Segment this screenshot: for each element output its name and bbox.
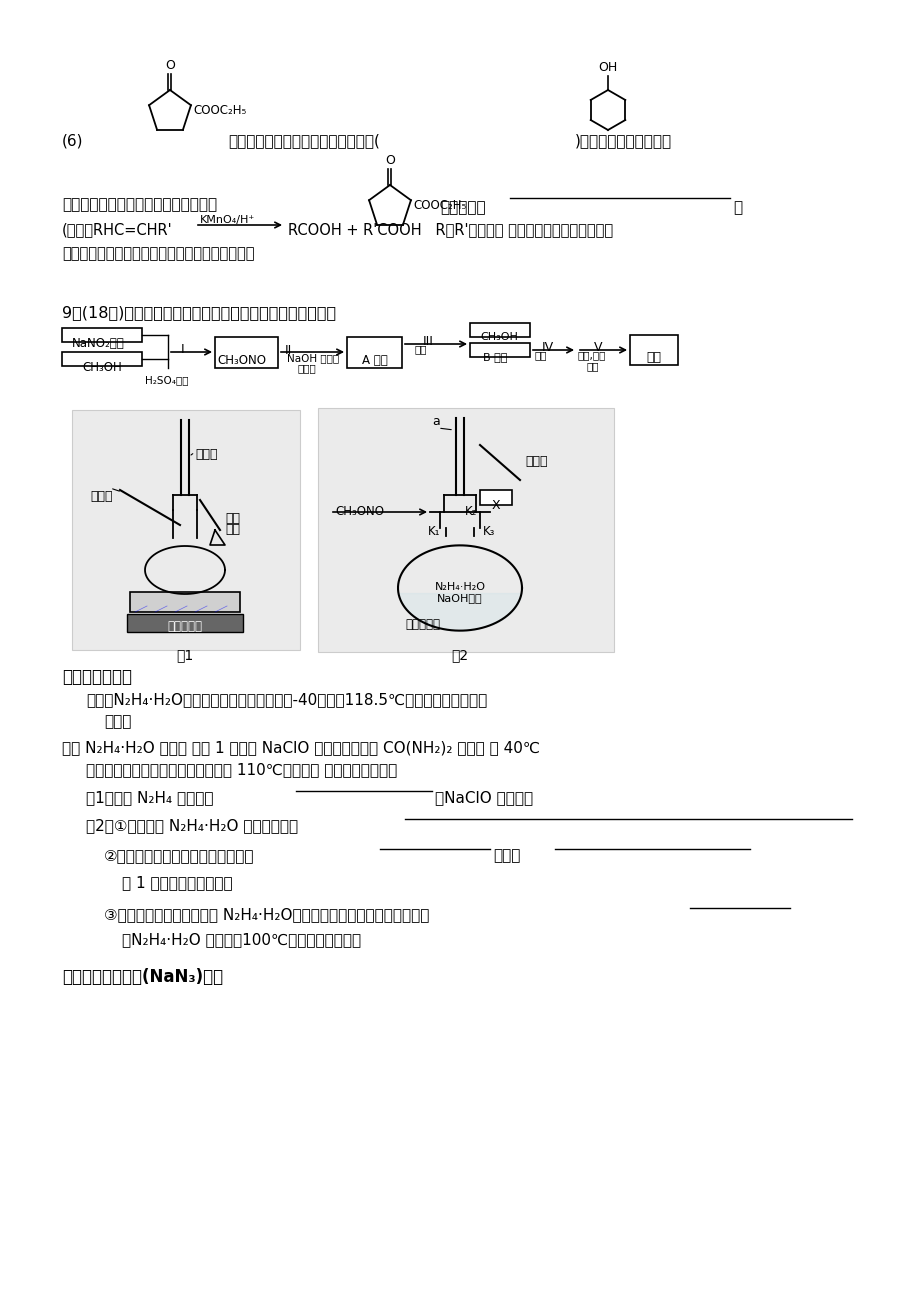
Text: 结晶: 结晶 <box>535 350 547 360</box>
Bar <box>72 410 300 650</box>
Text: K₃: K₃ <box>482 525 494 538</box>
Text: KMnO₄/H⁺: KMnO₄/H⁺ <box>199 214 255 225</box>
Text: 以下反应一段时间后，再迅速升温至 110℃继续反应 可以制得水合肼。: 以下反应一段时间后，再迅速升温至 110℃继续反应 可以制得水合肼。 <box>85 762 397 777</box>
Text: I: I <box>181 343 185 356</box>
Text: （1）写出 N₂H₄ 的结构式: （1）写出 N₂H₄ 的结构式 <box>85 790 213 805</box>
Text: 是一种重要的化工中间体，以环已醇(: 是一种重要的化工中间体，以环已醇( <box>228 133 380 148</box>
Text: NaOH 水合肼: NaOH 水合肼 <box>287 354 339 363</box>
Text: X: X <box>491 499 500 512</box>
Text: 冷凝管: 冷凝管 <box>195 448 217 461</box>
Text: ③从反应后的混合溶分离出 N₂H₄·H₂O，应该采用的分离方法最合理的是: ③从反应后的混合溶分离出 N₂H₄·H₂O，应该采用的分离方法最合理的是 <box>104 907 429 922</box>
Text: ②实验中通过滴液漏斗滴加的溶液是: ②实验中通过滴液漏斗滴加的溶液是 <box>104 848 255 863</box>
Text: 抽滤,洗涤: 抽滤,洗涤 <box>577 350 606 360</box>
Text: 碱性。: 碱性。 <box>104 714 131 729</box>
Text: NaOH溶液: NaOH溶液 <box>437 593 482 603</box>
Text: 蒸馏: 蒸馏 <box>414 344 427 354</box>
Text: 箭头表示转化关系，箭头上注明试剂和反应条件）: 箭头表示转化关系，箭头上注明试剂和反应条件） <box>62 246 255 261</box>
Text: A 溶液: A 溶液 <box>362 354 388 367</box>
Text: COOC₂H₅: COOC₂H₅ <box>413 199 466 212</box>
Text: ，NaClO 的电子式: ，NaClO 的电子式 <box>435 790 532 805</box>
Text: K₁: K₁ <box>427 525 440 538</box>
Text: N₂H₄·H₂O: N₂H₄·H₂O <box>434 582 485 592</box>
Text: O: O <box>165 58 175 72</box>
Text: CH₃OH: CH₃OH <box>480 332 517 342</box>
Text: 温度计: 温度计 <box>525 455 547 468</box>
Text: (6): (6) <box>62 133 84 148</box>
Text: 漏斗: 漏斗 <box>225 523 240 536</box>
Bar <box>130 592 240 612</box>
Text: 图2: 图2 <box>451 647 468 662</box>
Text: II: II <box>284 344 291 358</box>
Text: 磁力搅拌器: 磁力搅拌器 <box>167 620 202 633</box>
Text: 磁力搅拌子: 磁力搅拌子 <box>404 618 439 630</box>
Bar <box>470 343 529 358</box>
Bar <box>346 337 402 368</box>
Text: （2）①写出制取 N₂H₄·H₂O 的离子方程式: （2）①写出制取 N₂H₄·H₂O 的离子方程式 <box>85 818 298 833</box>
Bar <box>127 614 243 632</box>
Bar <box>215 337 278 368</box>
Text: IV: IV <box>541 341 553 354</box>
Bar <box>62 352 142 367</box>
Bar <box>480 490 512 504</box>
Text: 图1: 图1 <box>176 647 193 662</box>
Text: 温度计: 温度计 <box>90 490 112 503</box>
Text: 。: 。 <box>732 200 742 214</box>
Bar <box>630 335 677 365</box>
Text: NaNO₂溶液: NaNO₂溶液 <box>72 337 125 350</box>
Text: （N₂H₄·H₂O 不稳定，100℃以上易分解失水）: （N₂H₄·H₂O 不稳定，100℃以上易分解失水） <box>122 932 361 946</box>
Bar <box>470 322 529 337</box>
Text: )和乙醇为起始原料，结: )和乙醇为起始原料，结 <box>574 133 672 148</box>
Text: 图 1 使用冷凝管的目的是: 图 1 使用冷凝管的目的是 <box>122 875 233 891</box>
Text: OH: OH <box>597 61 617 74</box>
Text: 合已知信息选择必要的无机试剂，写出: 合已知信息选择必要的无机试剂，写出 <box>62 198 217 212</box>
Text: 合成 N₂H₄·H₂O 的装置 如图 1 所示。 NaClO 碱性溶液不尿素 CO(NH₂)₂ 水溶液 在 40℃: 合成 N₂H₄·H₂O 的装置 如图 1 所示。 NaClO 碱性溶液不尿素 C… <box>62 740 539 755</box>
Text: 干燥: 干燥 <box>586 361 599 370</box>
Text: 滴液: 滴液 <box>225 512 240 525</box>
Text: 产品: 产品 <box>646 351 661 364</box>
Text: CH₃ONO: CH₃ONO <box>217 354 266 367</box>
Bar <box>318 408 613 653</box>
Text: K₂: K₂ <box>464 504 477 517</box>
Text: a: a <box>432 415 439 428</box>
Text: 已知：N₂H₄·H₂O（水合肼）不水互溶，熔点-40、沸点118.5℃，具有强还原性和强: 已知：N₂H₄·H₂O（水合肼）不水互溶，熔点-40、沸点118.5℃，具有强还… <box>85 692 487 707</box>
Text: 二、合成叠氮化钠(NaN₃)晶体: 二、合成叠氮化钠(NaN₃)晶体 <box>62 968 223 985</box>
Text: 一、合成水合肼: 一、合成水合肼 <box>62 668 131 686</box>
Bar <box>62 328 142 342</box>
Text: H₂SO₄溶液: H₂SO₄溶液 <box>145 374 188 385</box>
Text: 的合成路线: 的合成路线 <box>439 200 485 214</box>
Text: 理由是: 理由是 <box>493 848 520 863</box>
Text: V: V <box>593 341 602 354</box>
Text: RCOOH + R'COOH   R、R'为烃基。 用结构简式表示有机物，用: RCOOH + R'COOH R、R'为烃基。 用结构简式表示有机物，用 <box>288 222 612 237</box>
Text: 混合液: 混合液 <box>298 363 316 373</box>
Text: 9．(18分)工业水合肼法制备叠氮化钠的工艺流程如图所示：: 9．(18分)工业水合肼法制备叠氮化钠的工艺流程如图所示： <box>62 306 335 320</box>
Text: CH₃ONO: CH₃ONO <box>335 504 383 517</box>
Text: III: III <box>422 335 433 348</box>
Text: CH₃OH: CH₃OH <box>82 361 121 374</box>
Text: COOC₂H₅: COOC₂H₅ <box>193 104 246 117</box>
Text: O: O <box>385 153 394 166</box>
Text: (已知：RHC=CHR': (已知：RHC=CHR' <box>62 222 173 237</box>
Text: B 溶液: B 溶液 <box>482 352 506 361</box>
